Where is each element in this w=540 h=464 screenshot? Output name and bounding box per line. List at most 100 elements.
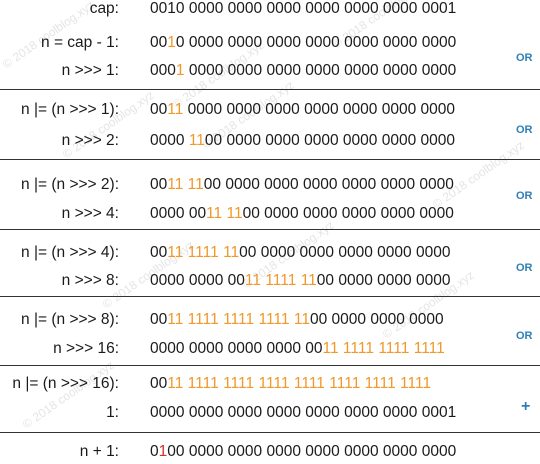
highlighted-bit: 1 [308,375,317,392]
highlighted-bit: 1 [400,340,410,357]
highlighted-bit: 1 [422,375,432,392]
bit-row: n >>> 16: 0000 0000 0000 0000 0011 1111 1… [0,337,540,361]
row-label: n = cap - 1: [41,34,119,51]
bit-row: cap: 0010 0000 0000 0000 0000 0000 0000 0… [0,0,540,21]
highlighted-bit: 1 [400,375,408,392]
bit-string: 0000 0000 0000 0000 0000 0000 0000 0001 [150,404,457,421]
bit-string: 0001 0000 0000 0000 0000 0000 0000 0000 [150,62,457,79]
bit-row: n >>> 8: 0000 0000 0011 1111 1100 0000 00… [0,269,540,293]
or-operator: OR [516,190,533,202]
highlighted-bit: 1 [350,340,358,357]
highlighted-bit: 1 [301,375,309,392]
highlighted-bit: 1 [322,340,330,357]
highlighted-bit: 1 [195,375,203,392]
highlighted-bit: 1 [378,340,386,357]
highlighted-bit: 1 [167,375,175,392]
highlighted-bit: 1 [252,272,261,289]
or-operator: OR [516,52,533,64]
highlighted-bit: 1 [202,311,211,328]
plus-operator: + [521,398,531,415]
divider-line [0,296,540,297]
row-label: n |= (n >>> 1): [21,101,119,118]
divider-line [0,89,540,90]
carry-bit: 1 [158,443,168,460]
row-label: cap: [89,0,119,17]
highlighted-bit: 1 [202,375,211,392]
bit-string: 0000 0000 0011 1111 1100 0000 0000 0000 [150,272,451,289]
highlighted-bit: 1 [187,176,196,193]
or-operator: OR [516,262,533,274]
highlighted-bit: 1 [300,272,309,289]
row-label: n >>> 2: [61,132,119,149]
highlighted-bit: 1 [230,244,240,261]
highlighted-bit: 1 [428,340,437,357]
row-label: n |= (n >>> 2): [21,176,119,193]
highlighted-bit: 1 [293,375,302,392]
highlighted-bit: 1 [188,132,197,149]
divider-line [0,365,540,366]
highlighted-bit: 1 [174,311,184,328]
highlighted-bit: 1 [329,340,339,357]
highlighted-bit: 1 [223,244,231,261]
bit-string: 0010 0000 0000 0000 0000 0000 0000 0000 [150,34,457,51]
bit-string: 0011 1111 1111 1111 1100 0000 0000 0000 [150,311,444,328]
highlighted-bit: 1 [174,101,184,118]
highlighted-bit: 1 [372,375,380,392]
bit-row: n |= (n >>> 4): 0011 1111 1100 0000 0000 … [0,241,540,265]
highlighted-bit: 1 [421,340,429,357]
or-operator: OR [516,330,533,342]
bit-row: n |= (n >>> 8): 0011 1111 1111 1111 1100 … [0,308,540,332]
highlighted-bit: 1 [206,205,214,222]
bit-row: n |= (n >>> 16): 0011 1111 1111 1111 1111… [0,372,540,396]
bit-string: 0011 1111 1100 0000 0000 0000 0000 0000 [150,244,451,261]
row-label: 1: [106,404,119,421]
highlighted-bit: 1 [195,244,203,261]
highlighted-bit: 1 [258,375,266,392]
bit-string: 0011 1100 0000 0000 0000 0000 0000 0000 [150,176,454,193]
highlighted-bit: 1 [385,340,394,357]
highlighted-bit: 1 [244,272,253,289]
highlighted-bit: 1 [301,311,310,328]
bit-row: n + 1: 0100 0000 0000 0000 0000 0000 0000… [0,440,540,464]
row-label: n >>> 4: [61,205,119,222]
divider-line [0,229,540,230]
highlighted-bit: 1 [265,272,273,289]
highlighted-bit: 1 [167,311,175,328]
highlighted-bit: 1 [287,272,297,289]
bit-string: 0000 0000 0000 0000 0011 1111 1111 1111 [150,340,445,357]
highlighted-bit: 1 [329,375,337,392]
highlighted-bit: 1 [357,340,366,357]
highlighted-bit: 1 [344,375,352,392]
highlighted-bit: 1 [379,375,388,392]
highlighted-bit: 1 [187,311,196,328]
highlighted-bit: 1 [223,375,231,392]
highlighted-bit: 1 [280,375,290,392]
highlighted-bit: 1 [187,244,196,261]
highlighted-bit: 1 [265,311,274,328]
bit-string: 0000 0011 1100 0000 0000 0000 0000 0000 [150,205,454,222]
highlighted-bit: 1 [280,272,288,289]
highlighted-bit: 1 [223,311,231,328]
row-label: n |= (n >>> 8): [21,311,119,328]
highlighted-bit: 1 [187,375,196,392]
highlighted-bit: 1 [174,375,184,392]
highlighted-bit: 1 [233,205,243,222]
highlighted-bit: 1 [293,311,302,328]
row-label: n + 1: [79,443,119,460]
bit-row: n |= (n >>> 1): 0011 0000 0000 0000 0000 … [0,98,540,122]
highlighted-bit: 1 [210,244,219,261]
highlighted-bit: 1 [308,272,317,289]
highlighted-bit: 1 [273,311,281,328]
highlighted-bit: 1 [226,205,234,222]
highlighted-bit: 1 [393,340,401,357]
highlighted-bit: 1 [272,272,281,289]
highlighted-bit: 1 [167,34,176,51]
highlighted-bit: 1 [195,176,204,193]
highlighted-bit: 1 [413,340,422,357]
highlighted-bit: 1 [202,244,211,261]
highlighted-bit: 1 [238,311,246,328]
highlighted-bit: 1 [365,340,374,357]
row-label: n >>> 1: [61,62,119,79]
highlighted-bit: 1 [167,176,175,193]
highlighted-bit: 1 [210,311,219,328]
